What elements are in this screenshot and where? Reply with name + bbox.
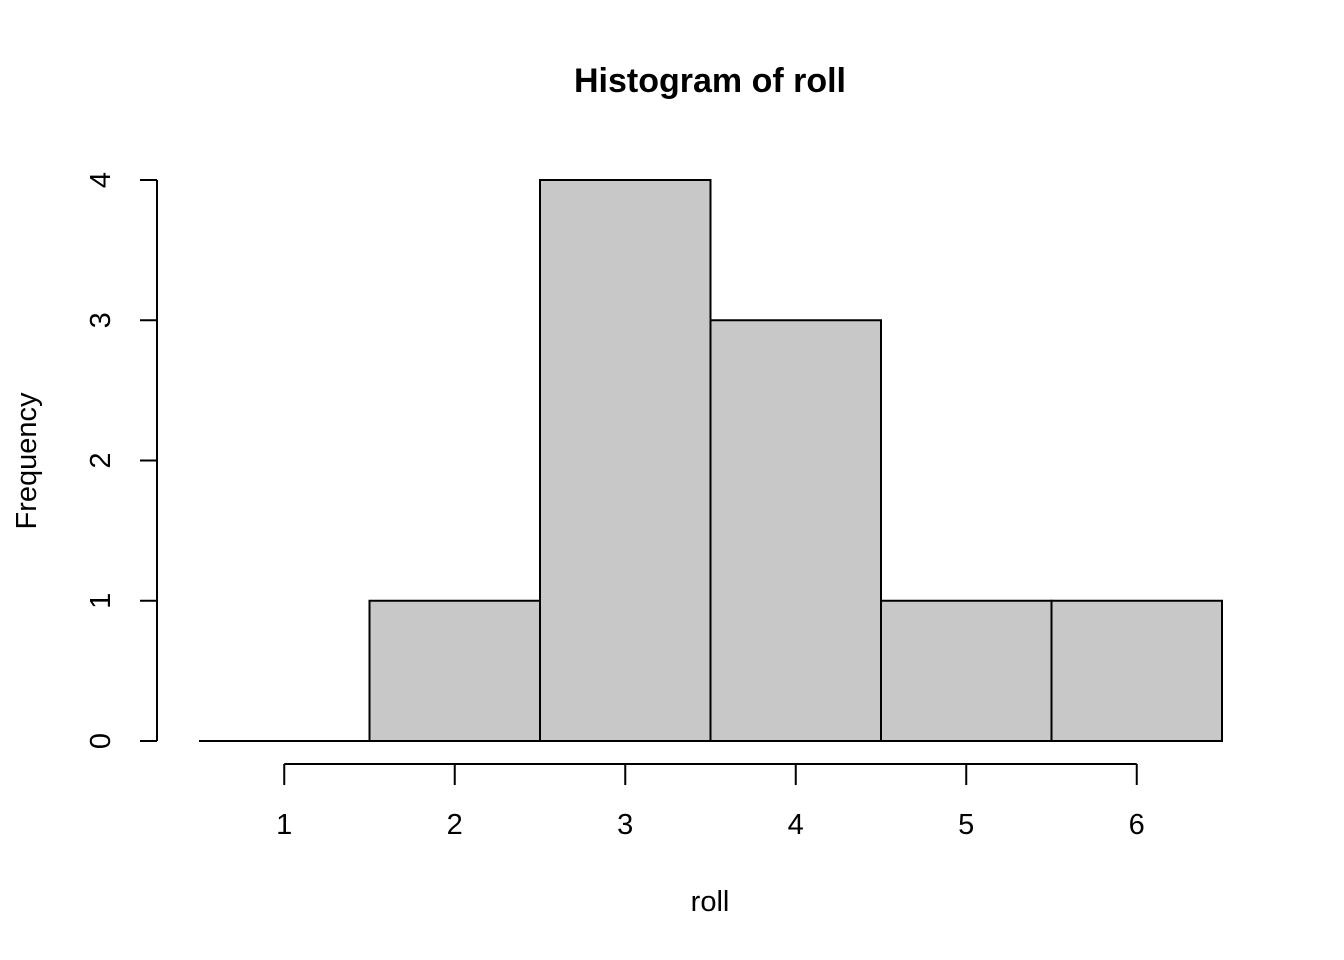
histogram-bar <box>709 319 882 742</box>
y-tick-label: 0 <box>85 733 117 749</box>
x-axis: 1 2 3 4 5 6 <box>276 763 1145 841</box>
y-axis: 0 1 2 3 4 <box>85 172 158 749</box>
y-tick-label: 1 <box>85 593 117 609</box>
x-axis-label: roll <box>691 886 730 918</box>
x-tick-label: 6 <box>1129 809 1145 841</box>
bars-group <box>199 179 1223 742</box>
chart-title: Histogram of roll <box>574 62 846 100</box>
y-tick-label: 2 <box>85 452 117 468</box>
histogram-bar <box>880 599 1053 742</box>
histogram-bar <box>539 179 712 742</box>
y-tick-label: 3 <box>85 312 117 328</box>
x-tick-label: 1 <box>276 809 292 841</box>
histogram-bar <box>1050 599 1223 742</box>
y-axis-label: Frequency <box>11 392 43 530</box>
x-tick-label: 4 <box>788 809 804 841</box>
x-tick-label: 5 <box>958 809 974 841</box>
x-tick-label: 3 <box>617 809 633 841</box>
histogram-bar <box>368 599 541 742</box>
y-tick-label: 4 <box>85 172 117 188</box>
x-tick-label: 2 <box>447 809 463 841</box>
